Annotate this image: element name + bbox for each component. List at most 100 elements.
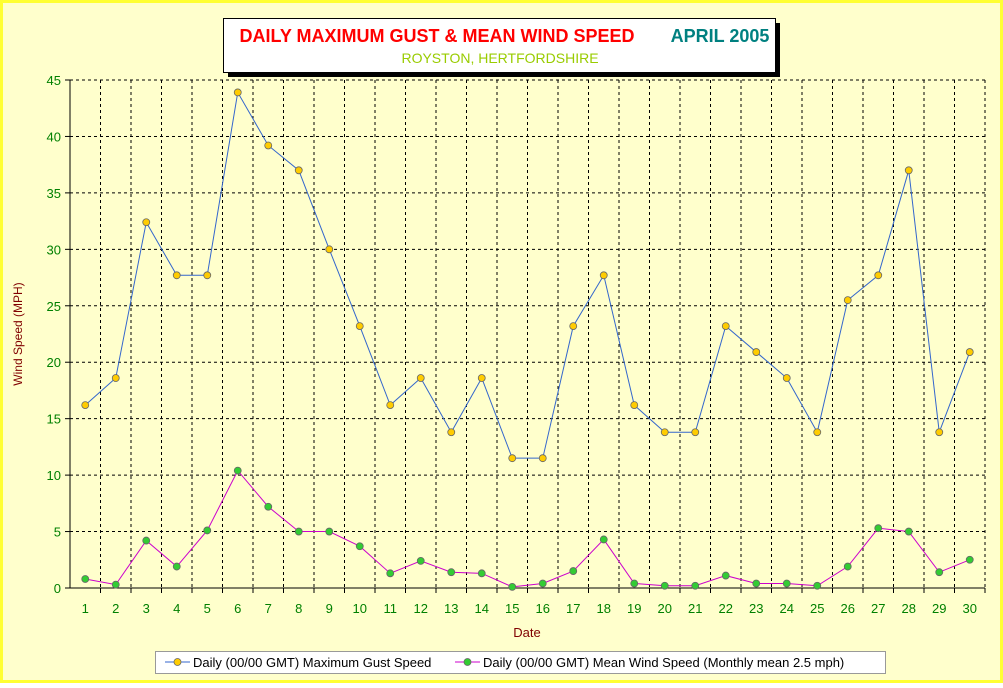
data-point — [599, 271, 608, 280]
x-tick-label: 18 — [597, 601, 611, 616]
x-tick-label: 12 — [414, 601, 428, 616]
x-tick-label: 11 — [384, 601, 398, 616]
x-tick-label: 3 — [143, 601, 150, 616]
x-tick-label: 6 — [234, 601, 241, 616]
x-tick-label: 23 — [749, 601, 763, 616]
data-point — [294, 527, 303, 536]
data-point — [691, 581, 700, 590]
x-tick-label: 29 — [932, 601, 946, 616]
x-tick-label: 25 — [810, 601, 824, 616]
x-tick-label: 1 — [82, 601, 89, 616]
x-tick-label: 17 — [566, 601, 580, 616]
data-point — [965, 555, 974, 564]
x-tick-label: 4 — [173, 601, 180, 616]
data-point — [233, 466, 242, 475]
data-point — [965, 348, 974, 356]
data-point — [416, 557, 425, 565]
legend-marker — [463, 658, 472, 666]
data-point — [111, 374, 120, 382]
x-tick-label: 24 — [780, 601, 794, 616]
y-tick-label: 15 — [47, 412, 61, 427]
y-tick-label: 35 — [47, 186, 61, 201]
data-point — [233, 88, 242, 97]
data-point — [813, 428, 822, 437]
data-point — [660, 428, 669, 437]
data-point — [447, 568, 456, 577]
data-point — [630, 579, 639, 588]
data-point — [447, 428, 456, 437]
y-tick-label: 0 — [54, 581, 61, 596]
data-point — [599, 535, 608, 544]
x-tick-label: 21 — [688, 601, 702, 616]
data-point — [538, 579, 547, 588]
data-point — [904, 166, 913, 175]
data-point — [203, 526, 212, 535]
data-point — [752, 579, 761, 588]
data-point — [935, 568, 944, 577]
data-point — [264, 502, 273, 511]
data-point — [813, 581, 822, 590]
data-point — [630, 401, 639, 410]
data-point — [538, 454, 547, 463]
data-point — [386, 569, 395, 578]
data-point — [142, 536, 151, 545]
data-point — [569, 567, 578, 575]
x-tick-label: 10 — [353, 601, 367, 616]
x-tick-label: 30 — [963, 601, 977, 616]
data-point — [782, 579, 791, 588]
data-point — [416, 374, 425, 382]
y-tick-label: 40 — [47, 129, 61, 144]
series-line — [84, 90, 971, 459]
y-tick-label: 10 — [47, 468, 61, 483]
data-point — [874, 524, 883, 533]
x-tick-label: 27 — [871, 601, 885, 616]
data-point — [843, 296, 852, 305]
data-point — [386, 401, 395, 410]
data-point — [508, 582, 517, 591]
title-box — [223, 18, 776, 73]
y-tick-label: 25 — [47, 299, 61, 314]
chart-subtitle: ROYSTON, HERTFORDSHIRE — [401, 50, 598, 66]
chart-title: DAILY MAXIMUM GUST & MEAN WIND SPEED — [239, 26, 634, 46]
data-point — [81, 575, 90, 583]
data-point — [264, 141, 273, 150]
y-tick-label: 30 — [47, 242, 61, 257]
data-point — [874, 271, 883, 280]
data-point — [355, 542, 364, 551]
chart-period: APRIL 2005 — [671, 26, 770, 46]
x-tick-label: 16 — [536, 601, 550, 616]
y-tick-label: 20 — [47, 355, 61, 370]
y-tick-label: 5 — [54, 525, 61, 540]
data-point — [904, 527, 913, 536]
data-point — [721, 571, 730, 580]
data-point — [660, 581, 669, 590]
data-point — [782, 374, 791, 382]
x-tick-label: 9 — [326, 601, 333, 616]
legend-box — [155, 651, 886, 674]
data-point — [477, 569, 486, 578]
data-point — [81, 401, 90, 410]
legend-marker — [173, 658, 182, 666]
data-point — [935, 428, 944, 437]
data-point — [325, 527, 334, 536]
x-tick-label: 22 — [719, 601, 733, 616]
data-point — [203, 271, 212, 280]
data-point — [508, 454, 517, 463]
x-axis-label: Date — [513, 625, 540, 640]
data-point — [569, 322, 578, 330]
data-point — [477, 374, 486, 382]
x-tick-label: 15 — [505, 601, 519, 616]
y-axis-label: Wind Speed (MPH) — [11, 282, 25, 385]
data-point — [843, 562, 852, 571]
series-line — [85, 469, 970, 588]
data-point — [111, 580, 120, 589]
data-point — [172, 562, 181, 571]
x-tick-label: 7 — [265, 601, 272, 616]
data-point — [355, 322, 364, 330]
data-point — [294, 166, 303, 175]
x-tick-label: 26 — [841, 601, 855, 616]
x-tick-label: 28 — [902, 601, 916, 616]
